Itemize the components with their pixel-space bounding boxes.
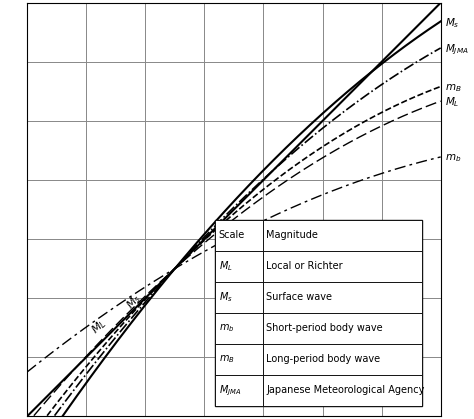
Text: Magnitude: Magnitude xyxy=(266,230,318,241)
Bar xyxy=(263,282,422,313)
Bar xyxy=(263,220,422,251)
Text: $m_B$: $m_B$ xyxy=(445,82,461,93)
Text: $M_s$: $M_s$ xyxy=(124,292,145,312)
Bar xyxy=(263,344,422,375)
Text: $m_b$: $m_b$ xyxy=(219,323,234,334)
Text: $M_{JMA}$: $M_{JMA}$ xyxy=(219,383,241,398)
Bar xyxy=(215,220,422,406)
Text: $M_s$: $M_s$ xyxy=(445,16,459,30)
Text: $M_L$: $M_L$ xyxy=(89,316,109,337)
Text: Short-period body wave: Short-period body wave xyxy=(266,323,383,334)
Bar xyxy=(263,313,422,344)
Bar xyxy=(215,220,263,251)
Text: Japanese Meteorological Agency: Japanese Meteorological Agency xyxy=(266,385,425,396)
Text: $m_b$: $m_b$ xyxy=(445,152,461,163)
Text: $M_{JMA}$: $M_{JMA}$ xyxy=(445,42,468,57)
Bar xyxy=(263,375,422,406)
Text: Scale: Scale xyxy=(219,230,245,241)
Bar xyxy=(215,313,263,344)
Text: Long-period body wave: Long-period body wave xyxy=(266,354,380,365)
Text: $M_L$: $M_L$ xyxy=(219,259,232,273)
Text: $M_s$: $M_s$ xyxy=(219,290,232,304)
Bar xyxy=(263,251,422,282)
Bar xyxy=(215,375,263,406)
Text: $M_L$: $M_L$ xyxy=(445,95,459,109)
Bar xyxy=(215,251,263,282)
Text: $m_B$: $m_B$ xyxy=(219,354,234,365)
Bar xyxy=(215,344,263,375)
Text: Surface wave: Surface wave xyxy=(266,292,332,303)
Text: Local or Richter: Local or Richter xyxy=(266,261,343,272)
Bar xyxy=(215,282,263,313)
